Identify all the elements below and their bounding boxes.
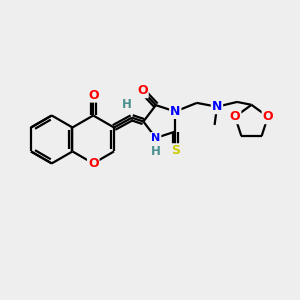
Text: H: H xyxy=(151,145,161,158)
Text: N: N xyxy=(170,105,181,118)
Text: N: N xyxy=(151,133,160,143)
Text: O: O xyxy=(88,88,99,102)
Text: O: O xyxy=(88,157,99,170)
Text: O: O xyxy=(262,110,273,123)
Text: H: H xyxy=(122,98,132,111)
Text: N: N xyxy=(212,100,222,113)
Text: S: S xyxy=(171,144,180,157)
Text: O: O xyxy=(137,84,148,97)
Text: O: O xyxy=(230,110,240,123)
